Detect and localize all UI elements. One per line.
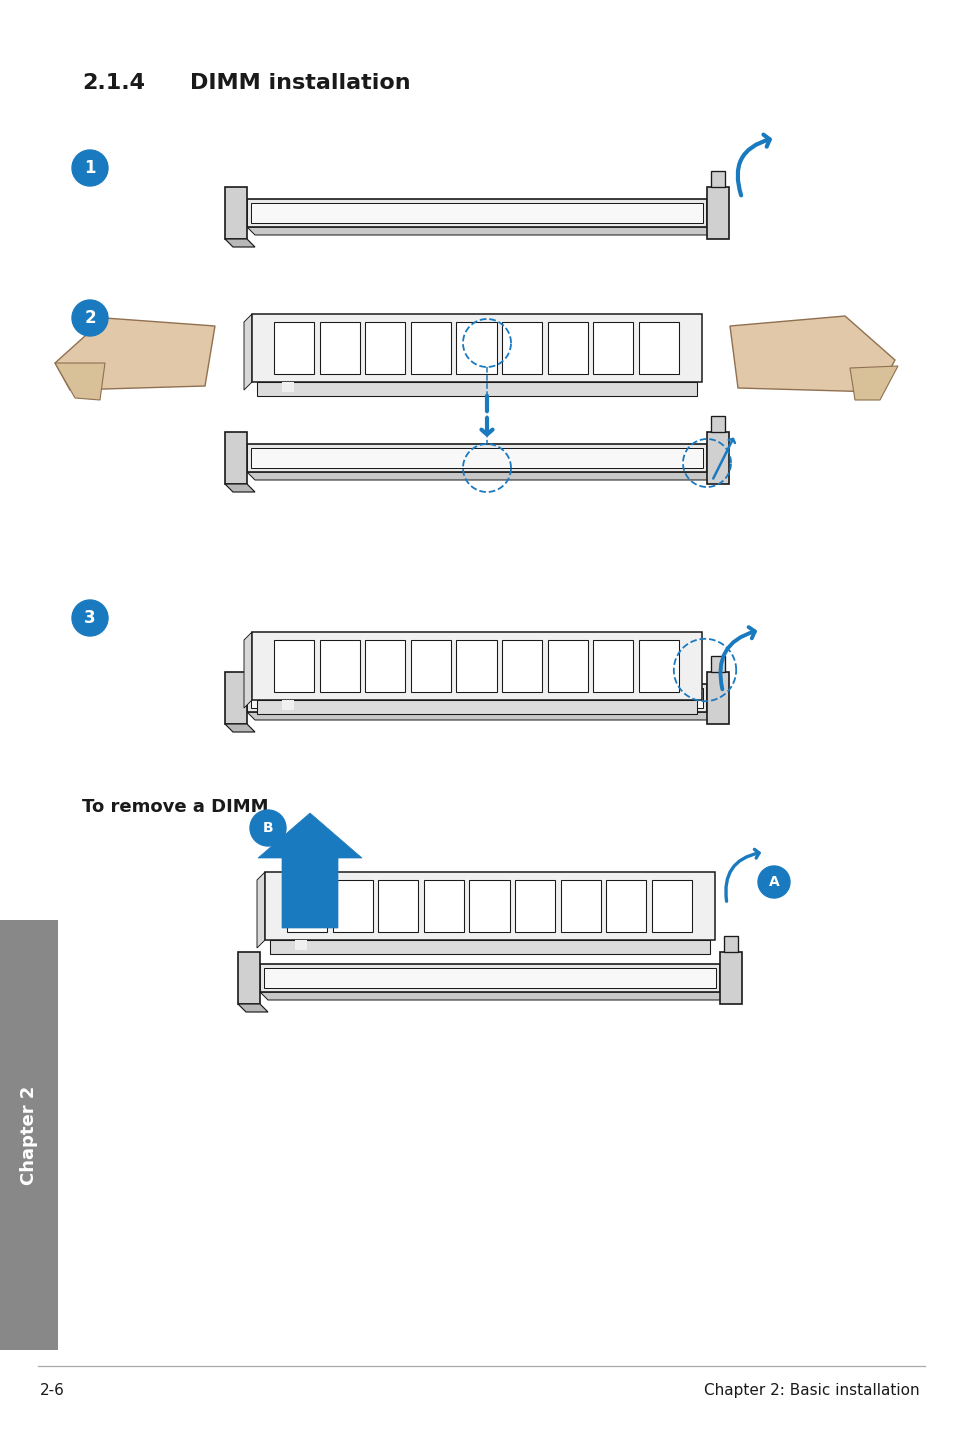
FancyBboxPatch shape — [252, 313, 701, 383]
FancyBboxPatch shape — [423, 880, 463, 932]
Polygon shape — [244, 313, 252, 390]
FancyBboxPatch shape — [225, 187, 247, 239]
FancyBboxPatch shape — [365, 322, 405, 374]
FancyBboxPatch shape — [252, 631, 701, 700]
Polygon shape — [237, 1004, 268, 1012]
Polygon shape — [710, 656, 724, 672]
Polygon shape — [710, 171, 724, 187]
FancyBboxPatch shape — [282, 700, 294, 710]
FancyBboxPatch shape — [225, 672, 247, 723]
FancyBboxPatch shape — [639, 322, 679, 374]
FancyBboxPatch shape — [333, 880, 373, 932]
FancyBboxPatch shape — [251, 203, 702, 223]
FancyBboxPatch shape — [605, 880, 645, 932]
Polygon shape — [55, 318, 214, 390]
FancyBboxPatch shape — [264, 968, 716, 988]
FancyBboxPatch shape — [501, 322, 541, 374]
Text: 3: 3 — [84, 610, 95, 627]
Circle shape — [71, 301, 108, 336]
Text: To remove a DIMM: To remove a DIMM — [82, 798, 268, 815]
FancyBboxPatch shape — [0, 920, 58, 1350]
Polygon shape — [723, 936, 738, 952]
FancyBboxPatch shape — [706, 187, 728, 239]
Polygon shape — [256, 871, 265, 948]
Polygon shape — [247, 472, 714, 480]
Polygon shape — [260, 992, 727, 999]
Polygon shape — [55, 362, 105, 400]
FancyBboxPatch shape — [260, 963, 720, 992]
FancyBboxPatch shape — [639, 640, 679, 692]
FancyBboxPatch shape — [282, 383, 294, 393]
FancyBboxPatch shape — [274, 322, 314, 374]
Text: DIMM installation: DIMM installation — [190, 73, 410, 93]
FancyBboxPatch shape — [706, 672, 728, 723]
FancyBboxPatch shape — [247, 444, 706, 472]
FancyBboxPatch shape — [469, 880, 509, 932]
FancyBboxPatch shape — [225, 431, 247, 485]
FancyBboxPatch shape — [294, 940, 307, 951]
FancyBboxPatch shape — [237, 952, 260, 1004]
FancyBboxPatch shape — [547, 640, 587, 692]
Text: 2.1.4: 2.1.4 — [82, 73, 145, 93]
FancyBboxPatch shape — [256, 700, 697, 715]
FancyBboxPatch shape — [515, 880, 555, 932]
FancyBboxPatch shape — [456, 322, 497, 374]
Text: Chapter 2: Chapter 2 — [20, 1086, 38, 1185]
FancyBboxPatch shape — [287, 880, 327, 932]
Polygon shape — [225, 239, 254, 247]
Circle shape — [71, 150, 108, 186]
FancyBboxPatch shape — [378, 880, 418, 932]
Polygon shape — [225, 485, 254, 492]
FancyBboxPatch shape — [251, 449, 702, 467]
FancyBboxPatch shape — [593, 322, 633, 374]
FancyBboxPatch shape — [265, 871, 714, 940]
Polygon shape — [247, 712, 714, 720]
Polygon shape — [244, 631, 252, 707]
FancyBboxPatch shape — [274, 640, 314, 692]
Polygon shape — [710, 416, 724, 431]
Text: Chapter 2: Basic installation: Chapter 2: Basic installation — [703, 1383, 919, 1398]
Polygon shape — [849, 367, 897, 400]
FancyBboxPatch shape — [651, 880, 691, 932]
FancyBboxPatch shape — [411, 322, 451, 374]
FancyBboxPatch shape — [547, 322, 587, 374]
FancyBboxPatch shape — [319, 640, 359, 692]
FancyBboxPatch shape — [365, 640, 405, 692]
Text: 1: 1 — [84, 160, 95, 177]
FancyBboxPatch shape — [706, 431, 728, 485]
FancyBboxPatch shape — [256, 383, 697, 395]
Polygon shape — [247, 227, 714, 234]
FancyBboxPatch shape — [270, 940, 709, 953]
FancyBboxPatch shape — [319, 322, 359, 374]
Circle shape — [758, 866, 789, 897]
FancyBboxPatch shape — [456, 640, 497, 692]
Text: A: A — [768, 874, 779, 889]
Text: B: B — [262, 821, 273, 835]
Polygon shape — [729, 316, 894, 393]
FancyBboxPatch shape — [501, 640, 541, 692]
FancyBboxPatch shape — [560, 880, 600, 932]
FancyBboxPatch shape — [593, 640, 633, 692]
FancyBboxPatch shape — [720, 952, 741, 1004]
FancyBboxPatch shape — [247, 198, 706, 227]
Text: 2: 2 — [84, 309, 95, 326]
FancyBboxPatch shape — [411, 640, 451, 692]
Polygon shape — [257, 812, 361, 928]
FancyBboxPatch shape — [251, 687, 702, 707]
Text: 2-6: 2-6 — [40, 1383, 65, 1398]
Circle shape — [250, 810, 286, 846]
Polygon shape — [225, 723, 254, 732]
FancyBboxPatch shape — [247, 684, 706, 712]
Circle shape — [71, 600, 108, 636]
